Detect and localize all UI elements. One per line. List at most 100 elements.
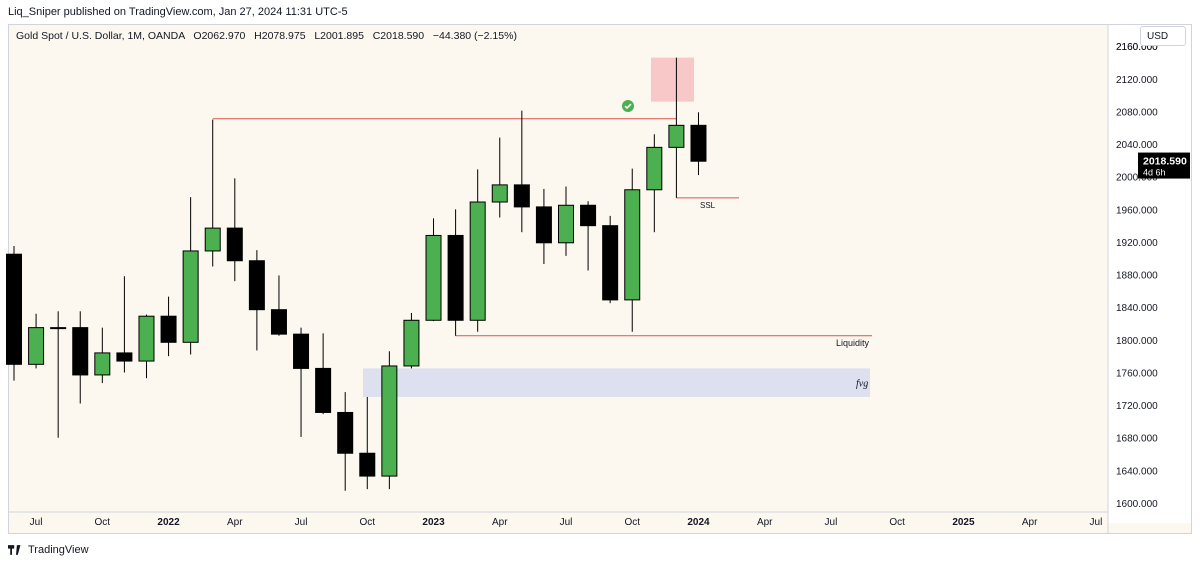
- candle-body: [624, 189, 641, 301]
- candle-body: [248, 260, 265, 311]
- candle-2022-04[interactable]: [226, 178, 243, 282]
- candle-2022-07[interactable]: [293, 327, 310, 437]
- candle-2021-06[interactable]: [6, 246, 22, 381]
- candle-2021-08[interactable]: [50, 311, 67, 438]
- legend-open: O2062.970: [193, 30, 246, 42]
- candle-body: [138, 315, 155, 362]
- candle-2021-10[interactable]: [94, 327, 111, 384]
- time-tick-label: Jul: [30, 517, 43, 528]
- top-zone: [651, 57, 694, 102]
- price-tick-label: 1640.000: [1116, 466, 1158, 477]
- candle-body: [337, 411, 354, 454]
- candle-body: [558, 204, 574, 244]
- currency-button[interactable]: USD: [1140, 26, 1186, 46]
- candle-body: [469, 201, 486, 321]
- candle-body: [50, 327, 67, 330]
- last-price-tag: [1138, 152, 1190, 179]
- candle-2023-02[interactable]: [447, 209, 464, 336]
- legend-change: −44.380 (−2.15%): [432, 30, 517, 42]
- candle-body: [315, 367, 332, 413]
- price-tick-label: 1960.000: [1116, 205, 1158, 216]
- candle-2022-12[interactable]: [403, 312, 420, 369]
- ssl-label: SSL: [700, 201, 716, 210]
- candle-2023-05[interactable]: [513, 110, 530, 233]
- candle-body: [491, 184, 508, 203]
- candle-2022-10[interactable]: [359, 396, 376, 490]
- liquidity-label: Liquidity: [836, 338, 870, 348]
- candle-body: [204, 227, 221, 252]
- time-tick-label: Jul: [1090, 517, 1103, 528]
- candle-2022-05[interactable]: [248, 250, 265, 351]
- candle-2023-03[interactable]: [469, 169, 486, 332]
- price-tick-label: 1760.000: [1116, 368, 1158, 379]
- candle-2022-01[interactable]: [160, 296, 177, 357]
- time-tick-label: Oct: [359, 517, 375, 528]
- time-tick-label: Jul: [825, 517, 838, 528]
- time-tick-label: 2025: [952, 517, 975, 528]
- candle-body: [668, 124, 685, 148]
- candle-body: [226, 227, 243, 262]
- candle-2023-08[interactable]: [580, 201, 597, 271]
- candle-body: [116, 352, 133, 362]
- legend-symbol: Gold Spot / U.S. Dollar, 1M, OANDA: [16, 30, 185, 42]
- candle-2021-09[interactable]: [72, 311, 89, 404]
- time-tick-label: Apr: [1022, 517, 1038, 528]
- price-axis[interactable]: [1108, 25, 1191, 523]
- candle-2023-04[interactable]: [491, 137, 508, 218]
- published-by-line: Liq_Sniper published on TradingView.com,…: [8, 6, 348, 18]
- time-tick-label: Jul: [295, 517, 308, 528]
- candle-body: [359, 452, 376, 477]
- price-tick-label: 2080.000: [1116, 107, 1158, 118]
- time-tick-label: Oct: [624, 517, 640, 528]
- time-tick-label: Apr: [492, 517, 508, 528]
- time-tick-label: 2022: [157, 517, 180, 528]
- candle-2021-07[interactable]: [28, 313, 45, 369]
- tradingview-logo-icon: [8, 545, 22, 555]
- footer-brand[interactable]: TradingView: [8, 541, 89, 559]
- candle-2022-09[interactable]: [337, 392, 354, 491]
- candle-body: [602, 225, 619, 301]
- candle-body: [72, 327, 89, 376]
- candle-2023-11[interactable]: [646, 134, 663, 233]
- candle-body: [94, 352, 111, 376]
- chart-pane[interactable]: [8, 24, 1192, 534]
- candle-body: [513, 184, 530, 208]
- candle-2022-02[interactable]: [182, 197, 199, 355]
- price-tick-label: 1800.000: [1116, 336, 1158, 347]
- candle-2022-08[interactable]: [315, 333, 332, 415]
- price-tick-label: 1600.000: [1116, 499, 1158, 510]
- candle-2023-07[interactable]: [558, 186, 574, 256]
- candle-2022-06[interactable]: [270, 275, 287, 336]
- candle-2022-11[interactable]: [381, 351, 398, 490]
- time-tick-label: Oct: [95, 517, 111, 528]
- time-tick-label: 2023: [422, 517, 445, 528]
- candle-2023-06[interactable]: [535, 188, 552, 264]
- price-tick-label: 2040.000: [1116, 140, 1158, 151]
- candle-2022-03[interactable]: [204, 119, 221, 267]
- candle-2023-12[interactable]: [668, 57, 685, 198]
- time-tick-label: Apr: [757, 517, 773, 528]
- legend-close: C2018.590: [372, 30, 425, 42]
- candle-2023-09[interactable]: [602, 215, 619, 304]
- legend-low: L2001.895: [314, 30, 364, 42]
- legend-high: H2078.975: [254, 30, 306, 42]
- candle-2024-01[interactable]: [690, 112, 707, 176]
- candle-2023-10[interactable]: [624, 168, 641, 332]
- candle-body: [580, 204, 597, 227]
- price-tick-label: 1840.000: [1116, 303, 1158, 314]
- fvg-zone: [363, 368, 870, 397]
- time-tick-label: Jul: [560, 517, 573, 528]
- check-icon-mark: [624, 103, 632, 110]
- price-tick-label: 2120.000: [1116, 75, 1158, 86]
- candle-body: [182, 250, 199, 343]
- price-tick-label: 1720.000: [1116, 401, 1158, 412]
- candle-body: [381, 365, 398, 477]
- candle-2021-11[interactable]: [116, 276, 133, 373]
- candle-body: [6, 253, 22, 365]
- price-tick-label: 1680.000: [1116, 434, 1158, 445]
- price-tick-label: 2160.000: [1116, 42, 1158, 53]
- candle-body: [690, 124, 707, 162]
- candle-2023-01[interactable]: [425, 218, 442, 322]
- candle-2021-12[interactable]: [138, 314, 155, 379]
